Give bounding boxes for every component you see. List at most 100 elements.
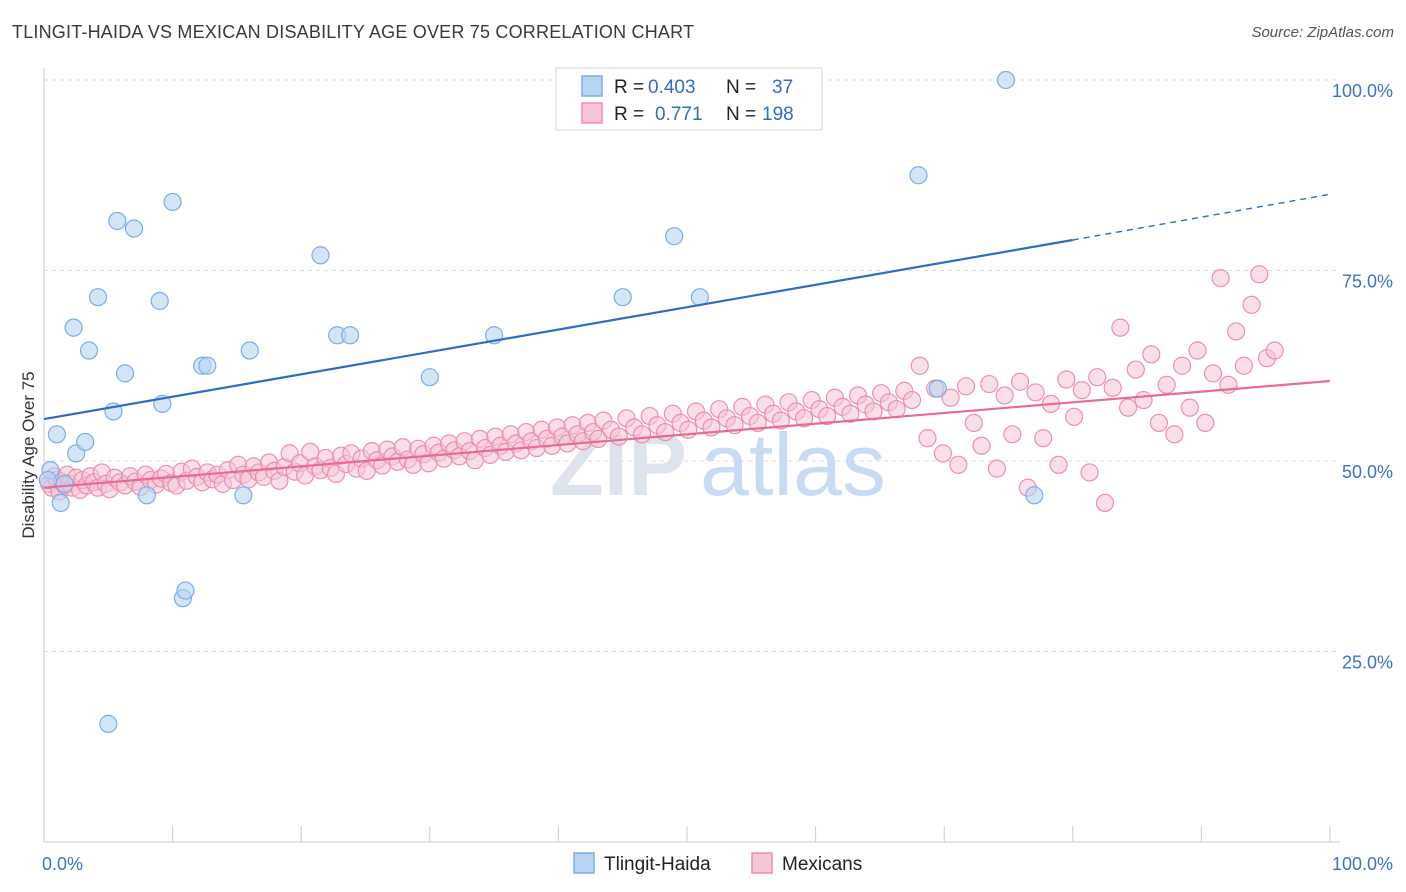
mexicans-point <box>1173 356 1192 375</box>
mexicans-point <box>1080 463 1099 482</box>
mexicans-point <box>1034 429 1053 448</box>
bottom-legend-label-pink: Mexicans <box>782 854 862 875</box>
tlingit-haida-point <box>1025 486 1044 505</box>
axes <box>43 68 1340 843</box>
mexicans-point <box>1010 372 1030 391</box>
tlingit-haida-point <box>909 166 928 185</box>
mexicans-point <box>1095 493 1115 513</box>
mexicans-point <box>964 413 983 432</box>
mexicans-points <box>40 265 1284 513</box>
mexicans-point <box>1157 375 1176 394</box>
mexicans-point <box>1234 356 1253 375</box>
mexicans-point <box>1149 413 1169 432</box>
mexicans-point <box>910 356 929 375</box>
mexicans-point <box>794 409 814 428</box>
legend-r-label-2: R = <box>614 104 644 125</box>
mexicans-point <box>902 390 922 410</box>
y-tick-label: 75.0% <box>1342 272 1393 292</box>
mexicans-point <box>1026 383 1045 402</box>
mexicans-point <box>1072 381 1091 400</box>
mexicans-point <box>941 388 960 407</box>
mexicans-point <box>1142 345 1161 364</box>
tlingit-haida-point <box>47 425 66 444</box>
mexicans-point <box>918 429 937 448</box>
mexicans-point <box>1196 413 1215 432</box>
bottom-legend: Tlingit-Haida Mexicans <box>573 852 862 875</box>
y-tick-label: 100.0% <box>1332 81 1393 101</box>
mexicans-point <box>1088 368 1107 387</box>
legend-swatch-pink <box>581 102 603 124</box>
tlingit-haida-point <box>124 219 144 238</box>
tlingit-haida-point <box>234 486 253 505</box>
tlingit-haida-point <box>340 326 360 345</box>
tlingit-haida-point <box>150 291 169 311</box>
legend-box: R = 0.403 N = 37 R = 0.771 N = 198 <box>555 67 823 131</box>
tlingit-haida-point <box>311 246 330 265</box>
mexicans-point <box>1003 425 1022 444</box>
tlingit-haida-point <box>420 368 439 387</box>
mexicans-point <box>864 402 883 421</box>
mexicans-point <box>771 411 790 430</box>
x-tick-label-max: 100.0% <box>1332 854 1393 874</box>
mexicans-point <box>1188 341 1207 360</box>
y-axis-label: Disability Age Over 75 <box>19 371 38 538</box>
tlingit-haida-point <box>51 493 70 513</box>
tlingit-haida-point <box>108 211 127 231</box>
legend-swatch-blue <box>581 75 603 97</box>
tlingit-haida-point <box>99 714 118 733</box>
tlingit-haida-point <box>176 581 195 600</box>
tlingit-haida-point <box>665 227 684 246</box>
legend-r-label-1: R = <box>614 77 644 98</box>
mexicans-point <box>956 377 976 396</box>
tlingit-haida-point <box>76 432 95 452</box>
mexicans-point <box>933 444 953 463</box>
chart-title: TLINGIT-HAIDA VS MEXICAN DISABILITY AGE … <box>12 22 695 42</box>
mexicans-point <box>1227 322 1246 341</box>
tlingit-haida-point <box>996 70 1016 90</box>
legend-n-value-1: 37 <box>772 77 793 98</box>
mexicans-point <box>1064 407 1084 426</box>
mexicans-point <box>1265 341 1284 360</box>
legend-n-label-1: N = <box>726 77 756 98</box>
mexicans-point <box>972 436 991 455</box>
tlingit-haida-point <box>613 288 632 307</box>
mexicans-point <box>949 455 968 474</box>
tlingit-haida-point <box>64 318 83 337</box>
gridlines <box>44 79 1340 652</box>
mexicans-point <box>980 374 999 394</box>
y-tick-labels: 25.0% 50.0% 75.0% 100.0% <box>1332 81 1393 673</box>
mexicans-point <box>1049 455 1068 474</box>
tlingit-haida-point <box>137 486 156 505</box>
y-tick-label: 25.0% <box>1342 653 1393 673</box>
x-ticks: 0.0% 100.0% <box>42 826 1393 874</box>
bottom-legend-swatch-blue <box>573 852 595 874</box>
tlingit-haida-point <box>88 288 108 307</box>
mexicans-point <box>1250 265 1269 284</box>
mexicans-point <box>1111 318 1130 337</box>
tlingit-haida-trend-extension <box>1072 193 1331 241</box>
mexicans-point <box>589 429 608 449</box>
tlingit-haida-point <box>198 356 217 375</box>
legend-r-value-2: 0.771 <box>655 104 703 125</box>
source-label: Source: ZipAtlas.com <box>1251 24 1394 41</box>
mexicans-point <box>609 427 628 446</box>
mexicans-point <box>887 400 906 419</box>
tlingit-haida-point <box>79 341 99 360</box>
mexicans-point <box>1211 269 1230 288</box>
mexicans-point <box>818 406 837 426</box>
tlingit-haida-point <box>928 379 947 398</box>
mexicans-point <box>1126 360 1145 379</box>
mexicans-point <box>995 386 1014 405</box>
tlingit-haida-point <box>240 341 259 360</box>
bottom-legend-swatch-pink <box>751 852 773 874</box>
mexicans-point <box>1134 390 1153 410</box>
legend-r-value-1: 0.403 <box>648 77 696 98</box>
mexicans-point <box>1057 370 1076 389</box>
mexicans-point <box>632 425 652 444</box>
mexicans-point <box>841 404 860 423</box>
tlingit-haida-point <box>55 474 74 493</box>
mexicans-point <box>1242 295 1261 314</box>
tlingit-haida-point <box>115 364 135 383</box>
tlingit-haida-trend <box>43 238 1073 421</box>
